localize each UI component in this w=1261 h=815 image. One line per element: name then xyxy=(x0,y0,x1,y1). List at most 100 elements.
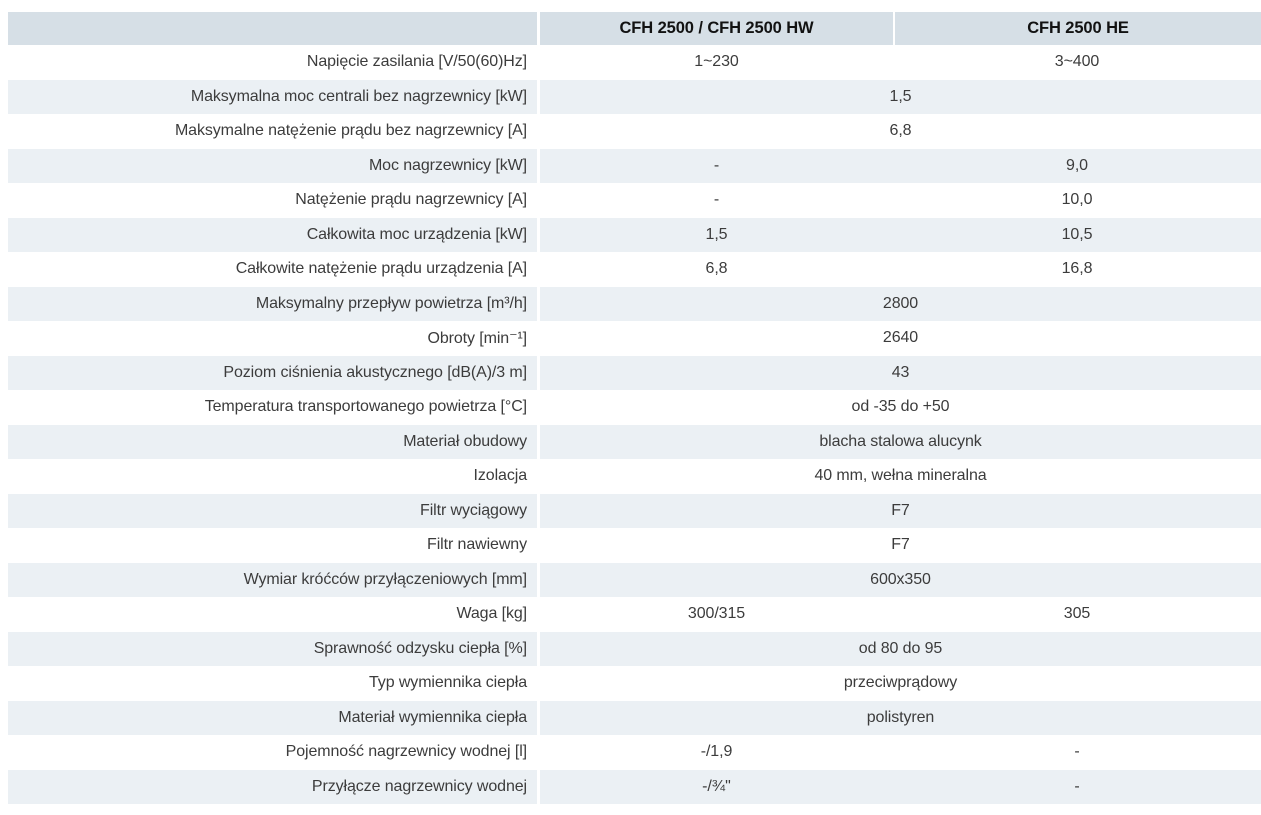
table-body: Napięcie zasilania [V/50(60)Hz] 1~230 3~40… xyxy=(8,45,1261,804)
row-value-col2: 305 xyxy=(893,597,1261,632)
row-label: Waga [kg] xyxy=(8,597,537,632)
row-value-col1: - xyxy=(540,148,893,183)
header-empty-cell xyxy=(8,12,537,45)
header-col-cfh2500-hw: CFH 2500 / CFH 2500 HW xyxy=(540,12,893,45)
table-row: Pojemność nagrzewnicy wodnej [l] -/1,9- xyxy=(8,735,1261,770)
label-column-divider xyxy=(537,424,540,459)
row-label: Wymiar króćców przyłączeniowych [mm] xyxy=(8,562,537,597)
table-row: Filtr nawiewny F7 xyxy=(8,528,1261,563)
row-label: Napięcie zasilania [V/50(60)Hz] xyxy=(8,45,537,80)
table-row: Typ wymiennika ciepła przeciwprądowy xyxy=(8,666,1261,701)
label-column-divider xyxy=(537,735,540,770)
label-column-divider xyxy=(537,355,540,390)
row-label: Całkowita moc urządzenia [kW] xyxy=(8,217,537,252)
row-label: Pojemność nagrzewnicy wodnej [l] xyxy=(8,735,537,770)
table-row: Całkowite natężenie prądu urządzenia [A]… xyxy=(8,252,1261,287)
table-row: Poziom ciśnienia akustycznego [dB(A)/3 m… xyxy=(8,355,1261,390)
spec-table: CFH 2500 / CFH 2500 HW CFH 2500 HE Napię… xyxy=(8,12,1261,804)
row-value-span: 6,8 xyxy=(540,114,1261,149)
row-value-span: 600x350 xyxy=(540,562,1261,597)
row-value-span: 1,5 xyxy=(540,79,1261,114)
label-column-divider xyxy=(537,286,540,321)
row-value-col1: - xyxy=(540,183,893,218)
table-header-row: CFH 2500 / CFH 2500 HW CFH 2500 HE xyxy=(8,12,1261,45)
table-row: Moc nagrzewnicy [kW] -9,0 xyxy=(8,148,1261,183)
row-label: Maksymalne natężenie prądu bez nagrzewni… xyxy=(8,114,537,149)
row-label: Izolacja xyxy=(8,459,537,494)
table-row: Maksymalne natężenie prądu bez nagrzewni… xyxy=(8,114,1261,149)
label-column-divider xyxy=(537,562,540,597)
row-value-span: F7 xyxy=(540,528,1261,563)
row-label: Maksymalny przepływ powietrza [m³/h] xyxy=(8,286,537,321)
row-label: Obroty [min⁻¹] xyxy=(8,321,537,356)
row-value-col2: 16,8 xyxy=(893,252,1261,287)
label-column-divider xyxy=(537,148,540,183)
label-column-divider xyxy=(537,12,540,45)
row-label: Moc nagrzewnicy [kW] xyxy=(8,148,537,183)
row-label: Filtr wyciągowy xyxy=(8,493,537,528)
row-value-span: polistyren xyxy=(540,700,1261,735)
label-column-divider xyxy=(537,114,540,149)
row-value-col2: 3~400 xyxy=(893,45,1261,80)
row-value-col2: 10,0 xyxy=(893,183,1261,218)
row-value-span: przeciwprądowy xyxy=(540,666,1261,701)
table-row: Temperatura transportowanego powietrza [… xyxy=(8,390,1261,425)
label-column-divider xyxy=(537,183,540,218)
table-row: Napięcie zasilania [V/50(60)Hz] 1~230 3~40… xyxy=(8,45,1261,80)
row-label: Materiał wymiennika ciepła xyxy=(8,700,537,735)
row-value-col2: - xyxy=(893,769,1261,804)
table-row: Materiał obudowy blacha stalowa alucynk xyxy=(8,424,1261,459)
table-row: Izolacja 40 mm, wełna mineralna xyxy=(8,459,1261,494)
row-label: Poziom ciśnienia akustycznego [dB(A)/3 m… xyxy=(8,355,537,390)
label-column-divider xyxy=(537,631,540,666)
row-label: Przyłącze nagrzewnicy wodnej xyxy=(8,769,537,804)
row-label: Całkowite natężenie prądu urządzenia [A] xyxy=(8,252,537,287)
label-column-divider xyxy=(537,666,540,701)
row-value-col2: 9,0 xyxy=(893,148,1261,183)
header-col-cfh2500-he: CFH 2500 HE xyxy=(895,12,1261,45)
label-column-divider xyxy=(537,321,540,356)
row-label: Materiał obudowy xyxy=(8,424,537,459)
label-column-divider xyxy=(537,700,540,735)
label-column-divider xyxy=(537,493,540,528)
row-label: Maksymalna moc centrali bez nagrzewnicy … xyxy=(8,79,537,114)
row-value-span: 2640 xyxy=(540,321,1261,356)
label-column-divider xyxy=(537,769,540,804)
table-row: Natężenie prądu nagrzewnicy [A] -10,0 xyxy=(8,183,1261,218)
value-columns-divider xyxy=(893,12,895,45)
label-column-divider xyxy=(537,597,540,632)
row-value-col2: 10,5 xyxy=(893,217,1261,252)
table-row: Wymiar króćców przyłączeniowych [mm] 600x… xyxy=(8,562,1261,597)
row-value-col1: 1~230 xyxy=(540,45,893,80)
row-label: Natężenie prądu nagrzewnicy [A] xyxy=(8,183,537,218)
row-value-col1: 300/315 xyxy=(540,597,893,632)
row-value-span: 2800 xyxy=(540,286,1261,321)
row-value-col1: -/¾'' xyxy=(540,769,893,804)
label-column-divider xyxy=(537,45,540,80)
row-value-col2: - xyxy=(893,735,1261,770)
table-row: Maksymalna moc centrali bez nagrzewnicy … xyxy=(8,79,1261,114)
table-row: Obroty [min⁻¹] 2640 xyxy=(8,321,1261,356)
row-value-span: od 80 do 95 xyxy=(540,631,1261,666)
table-row: Przyłącze nagrzewnicy wodnej -/¾'' - xyxy=(8,769,1261,804)
label-column-divider xyxy=(537,217,540,252)
table-row: Waga [kg] 300/315 305 xyxy=(8,597,1261,632)
row-value-span: 40 mm, wełna mineralna xyxy=(540,459,1261,494)
row-value-span: od -35 do +50 xyxy=(540,390,1261,425)
row-label: Sprawność odzysku ciepła [%] xyxy=(8,631,537,666)
label-column-divider xyxy=(537,528,540,563)
label-column-divider xyxy=(537,390,540,425)
row-value-col1: 6,8 xyxy=(540,252,893,287)
table-row: Całkowita moc urządzenia [kW] 1,5 10,5 xyxy=(8,217,1261,252)
row-label: Temperatura transportowanego powietrza [… xyxy=(8,390,537,425)
label-column-divider xyxy=(537,459,540,494)
table-row: Maksymalny przepływ powietrza [m³/h] 2800 xyxy=(8,286,1261,321)
table-row: Materiał wymiennika ciepła polistyren xyxy=(8,700,1261,735)
label-column-divider xyxy=(537,252,540,287)
row-value-span: blacha stalowa alucynk xyxy=(540,424,1261,459)
table-row: Filtr wyciągowy F7 xyxy=(8,493,1261,528)
row-value-col1: -/1,9 xyxy=(540,735,893,770)
row-value-span: 43 xyxy=(540,355,1261,390)
row-label: Typ wymiennika ciepła xyxy=(8,666,537,701)
row-value-col1: 1,5 xyxy=(540,217,893,252)
